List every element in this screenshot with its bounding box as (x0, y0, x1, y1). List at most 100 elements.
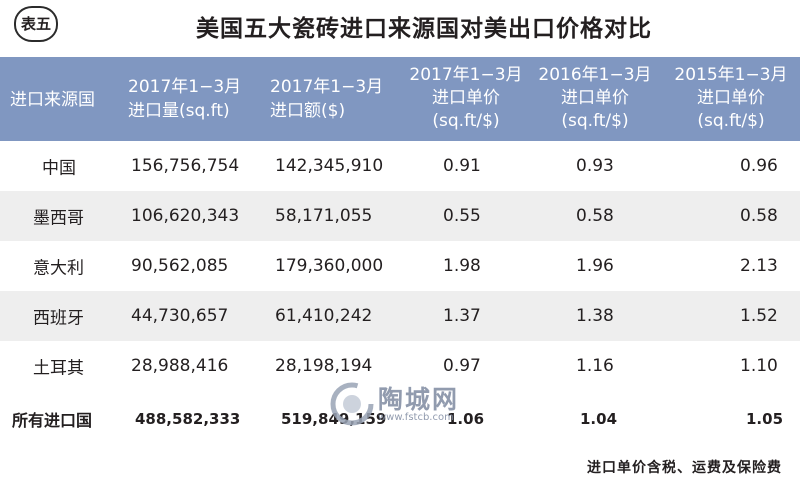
cell-text: 墨西哥 (33, 208, 84, 229)
column-header-text: 进口额($) (270, 101, 346, 121)
table-row: 中国 156,756,754 142,345,910 0.91 0.93 0.9… (0, 141, 800, 191)
cell-text: 106,620,343 (131, 206, 240, 226)
table-cell: 1.96 (528, 241, 662, 291)
table-cell: 1.98 (404, 241, 528, 291)
table-header: 进口来源国 2017年1−3月 进口量(sq.ft) 2017年1−3月 进口额… (0, 57, 800, 141)
page-title: 美国五大瓷砖进口来源国对美出口价格对比 (196, 16, 652, 42)
table-row: 墨西哥 106,620,343 58,171,055 0.55 0.58 0.5… (0, 191, 800, 241)
table-row: 意大利 90,562,085 179,360,000 1.98 1.96 2.1… (0, 241, 800, 291)
table-cell: 土耳其 (0, 341, 103, 391)
cell-text: 488,582,333 (135, 409, 241, 428)
column-header-text: 2016年1−3月 (538, 65, 652, 85)
cell-text: 1.38 (576, 306, 614, 326)
column-header-text: 进口单价 (697, 88, 765, 108)
table-cell: 1.37 (404, 291, 528, 341)
table-row-total: 所有进口国 488,582,333 519,849,159 1.06 1.04 … (0, 391, 800, 446)
cell-text: 61,410,242 (275, 306, 373, 326)
cell-text: 0.93 (576, 156, 614, 176)
table-cell: 0.91 (404, 141, 528, 191)
table-cell: 1.10 (662, 341, 800, 391)
table-cell: 1.52 (662, 291, 800, 341)
cell-text: 142,345,910 (275, 156, 384, 176)
column-header-price-2016: 2016年1−3月 进口单价 (sq.ft/$) (528, 57, 662, 141)
table-cell: 488,582,333 (103, 391, 251, 446)
column-header-text: (sq.ft/$) (697, 111, 765, 131)
watermark-logo-icon (330, 382, 374, 426)
table-cell: 90,562,085 (103, 241, 251, 291)
table-cell: 1.16 (528, 341, 662, 391)
watermark: 陶城网 www.fstcb.com (330, 378, 480, 430)
table-cell: 1.04 (528, 391, 662, 446)
table-cell: 156,756,754 (103, 141, 251, 191)
cell-text: 1.37 (443, 306, 481, 326)
table-cell: 179,360,000 (251, 241, 404, 291)
table-cell: 中国 (0, 141, 103, 191)
column-header-text: 进口量(sq.ft) (128, 101, 230, 121)
cell-text: 2.13 (740, 256, 778, 276)
column-header-price-2017: 2017年1−3月 进口单价 (sq.ft/$) (404, 57, 528, 141)
column-header-text: (sq.ft/$) (432, 111, 500, 131)
column-header-text: 进口单价 (561, 88, 629, 108)
table-body: 中国 156,756,754 142,345,910 0.91 0.93 0.9… (0, 141, 800, 446)
cell-text: 1.16 (576, 356, 614, 376)
table-cell: 西班牙 (0, 291, 103, 341)
column-header-text: 进口来源国 (10, 90, 95, 110)
table-cell: 61,410,242 (251, 291, 404, 341)
cell-text: 1.04 (580, 409, 618, 428)
table-row: 土耳其 28,988,416 28,198,194 0.97 1.16 1.10 (0, 341, 800, 391)
column-header-text: (sq.ft/$) (561, 111, 629, 131)
cell-text: 0.96 (740, 156, 778, 176)
column-header-price-2015: 2015年1−3月 进口单价 (sq.ft/$) (662, 57, 800, 141)
cell-text: 44,730,657 (131, 306, 229, 326)
table-cell: 142,345,910 (251, 141, 404, 191)
table-cell: 1.38 (528, 291, 662, 341)
table-cell: 0.97 (404, 341, 528, 391)
cell-text: 所有进口国 (12, 410, 93, 430)
table-cell: 1.06 (404, 391, 528, 446)
table-row: 西班牙 44,730,657 61,410,242 1.37 1.38 1.52 (0, 291, 800, 341)
cell-text: 1.52 (740, 306, 778, 326)
column-header-text: 2017年1−3月 (409, 65, 523, 85)
cell-text: 0.58 (740, 206, 778, 226)
column-header-text: 2017年1−3月 (270, 77, 384, 97)
column-header-text: 2015年1−3月 (674, 65, 788, 85)
table-cell: 44,730,657 (103, 291, 251, 341)
column-header-country: 进口来源国 (0, 57, 103, 141)
header: 表五 美国五大瓷砖进口来源国对美出口价格对比 (0, 0, 800, 52)
column-header-text: 进口单价 (432, 88, 500, 108)
cell-text: 1.05 (746, 409, 784, 428)
table-cell: 1.05 (662, 391, 800, 446)
cell-text: 1.98 (443, 256, 481, 276)
table-cell: 所有进口国 (0, 391, 103, 446)
column-header-volume: 2017年1−3月 进口量(sq.ft) (103, 57, 251, 141)
table-cell: 墨西哥 (0, 191, 103, 241)
table-cell: 2.13 (662, 241, 800, 291)
table-cell: 28,988,416 (103, 341, 251, 391)
cell-text: 179,360,000 (275, 256, 384, 276)
watermark-url: www.fstcb.com (378, 412, 454, 423)
cell-text: 1.96 (576, 256, 614, 276)
cell-text: 西班牙 (33, 308, 84, 329)
table-badge: 表五 (14, 6, 58, 42)
column-header-value: 2017年1−3月 进口额($) (251, 57, 404, 141)
table-cell: 0.96 (662, 141, 800, 191)
cell-text: 0.97 (443, 356, 481, 376)
cell-text: 1.06 (447, 409, 485, 428)
column-header-text: 2017年1−3月 (128, 77, 242, 97)
cell-text: 1.10 (740, 356, 778, 376)
table-cell: 意大利 (0, 241, 103, 291)
cell-text: 58,171,055 (275, 206, 373, 226)
cell-text: 28,198,194 (275, 356, 373, 376)
table-cell: 106,620,343 (103, 191, 251, 241)
cell-text: 意大利 (33, 258, 84, 279)
cell-text: 28,988,416 (131, 356, 229, 376)
cell-text: 0.55 (443, 206, 481, 226)
table-cell: 0.55 (404, 191, 528, 241)
table-cell: 0.58 (528, 191, 662, 241)
cell-text: 土耳其 (33, 358, 84, 379)
watermark-text: 陶城网 (378, 385, 460, 414)
footnote: 进口单价含税、运费及保险费 (587, 460, 782, 476)
cell-text: 156,756,754 (131, 156, 240, 176)
cell-text: 90,562,085 (131, 256, 229, 276)
cell-text: 0.58 (576, 206, 614, 226)
